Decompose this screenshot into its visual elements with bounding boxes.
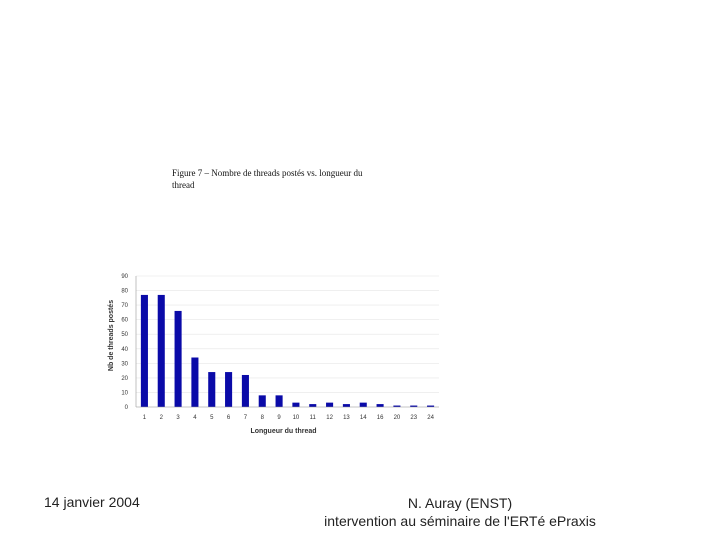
footer-author: N. Auray (ENST) — [407, 495, 513, 511]
grid-lines — [136, 275, 439, 408]
x-tick-label: 8 — [261, 415, 265, 421]
bar — [326, 402, 334, 407]
bar — [309, 404, 317, 407]
bar — [225, 372, 233, 407]
x-tick-label: 9 — [277, 415, 281, 421]
y-tick-label: 90 — [121, 274, 128, 280]
bar — [275, 395, 283, 407]
bar — [427, 405, 435, 407]
bar — [191, 357, 199, 407]
x-tick-label: 23 — [410, 415, 417, 421]
y-axis-label: Nb de threads postés — [108, 300, 115, 371]
x-tick-label: 5 — [210, 415, 214, 421]
x-axis-label: Longueur du thread — [250, 428, 316, 435]
y-tick-label: 50 — [121, 332, 128, 338]
bar — [157, 294, 165, 407]
bar — [208, 372, 216, 407]
y-tick-labels: 0 10 20 30 40 50 60 70 80 90 — [121, 274, 128, 411]
x-tick-label: 20 — [394, 415, 401, 421]
x-tick-labels: 1 2 3 4 5 6 7 8 9 10 11 12 13 14 16 20 23 24 — [143, 415, 435, 421]
y-tick-label: 80 — [121, 289, 128, 295]
x-tick-label: 10 — [293, 415, 300, 421]
bars — [140, 294, 435, 407]
x-tick-label: 13 — [343, 415, 350, 421]
y-tick-label: 20 — [121, 376, 128, 382]
bar — [258, 395, 266, 407]
bar — [292, 402, 300, 407]
x-tick-label: 12 — [326, 415, 333, 421]
bar — [241, 374, 249, 407]
bar — [359, 402, 367, 407]
y-tick-label: 30 — [121, 361, 128, 367]
x-tick-label: 24 — [427, 415, 434, 421]
y-tick-label: 40 — [121, 347, 128, 353]
bar — [410, 405, 418, 407]
x-tick-label: 16 — [377, 415, 384, 421]
x-tick-label: 11 — [310, 415, 317, 421]
y-tick-label: 0 — [125, 405, 129, 411]
footer-event: intervention au séminaire de l'ERTé ePra… — [324, 513, 596, 529]
x-tick-label: 1 — [143, 415, 147, 421]
x-tick-label: 7 — [244, 415, 248, 421]
bar — [140, 294, 148, 407]
bar — [393, 405, 401, 407]
x-tick-label: 2 — [160, 415, 164, 421]
bar — [376, 404, 384, 407]
y-tick-label: 60 — [121, 318, 128, 324]
y-tick-label: 10 — [121, 390, 128, 396]
bar — [174, 310, 182, 407]
x-tick-label: 14 — [360, 415, 367, 421]
footer-credit: N. Auray (ENST) intervention au séminair… — [300, 494, 620, 530]
figure-caption: Figure 7 – Nombre de threads postés vs. … — [172, 168, 363, 190]
x-tick-label: 3 — [176, 415, 180, 421]
y-tick-label: 70 — [121, 303, 128, 309]
footer-date: 14 janvier 2004 — [44, 494, 140, 510]
x-tick-label: 4 — [193, 415, 197, 421]
x-tick-label: 6 — [227, 415, 231, 421]
bar — [342, 404, 350, 407]
